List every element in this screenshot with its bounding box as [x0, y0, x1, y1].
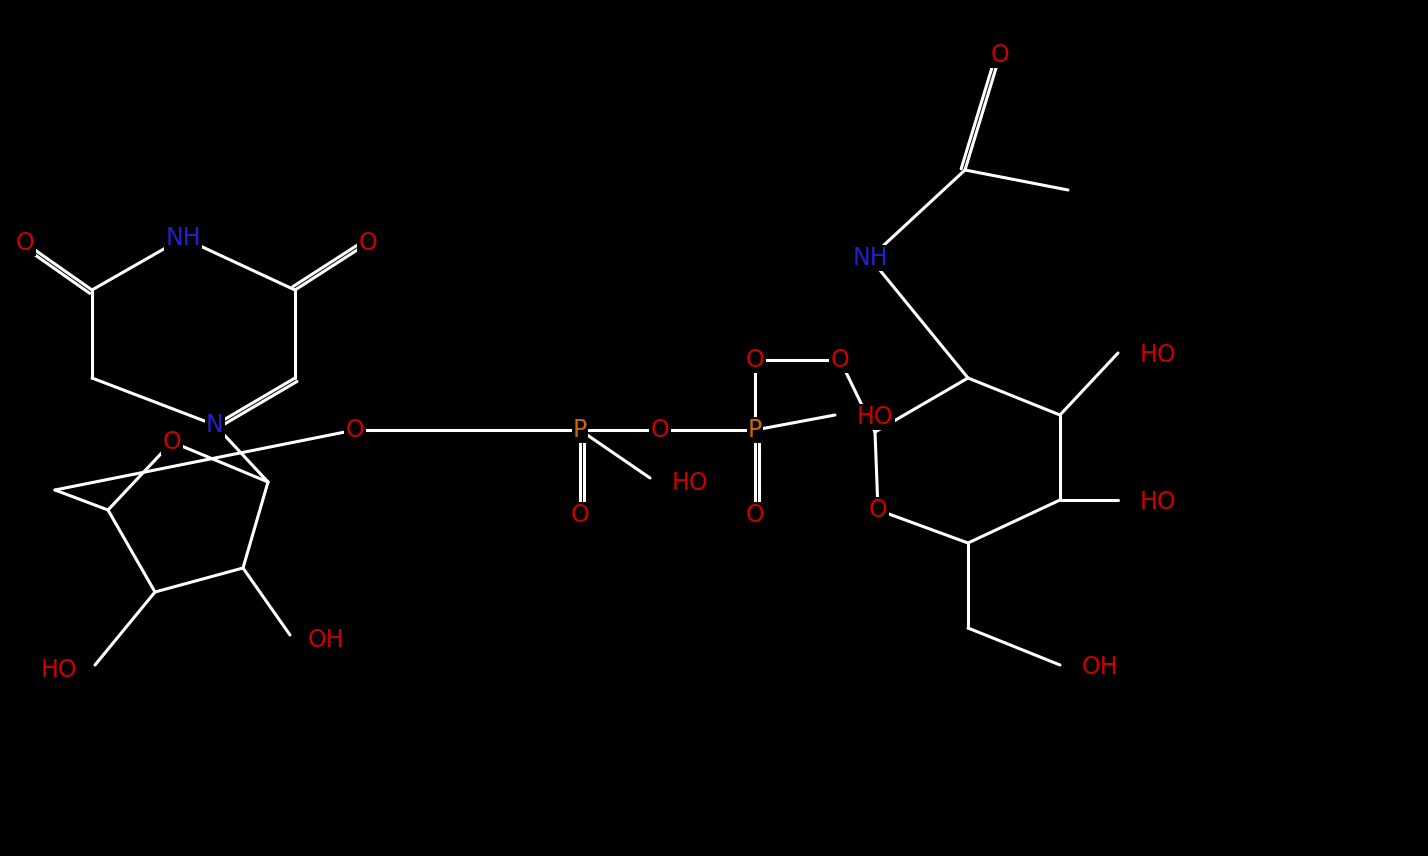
Text: O: O	[571, 503, 590, 527]
Text: NH: NH	[166, 226, 201, 250]
Text: HO: HO	[40, 658, 77, 682]
Text: HO: HO	[857, 405, 894, 429]
Text: O: O	[745, 503, 764, 527]
Text: OH: OH	[1082, 655, 1118, 679]
Text: P: P	[573, 418, 587, 442]
Text: O: O	[346, 418, 364, 442]
Text: O: O	[651, 418, 670, 442]
Text: HO: HO	[1140, 490, 1177, 514]
Text: HO: HO	[673, 471, 708, 495]
Text: OH: OH	[308, 628, 344, 652]
Text: HO: HO	[1140, 343, 1177, 367]
Text: O: O	[831, 348, 850, 372]
Text: P: P	[748, 418, 763, 442]
Text: O: O	[163, 430, 181, 454]
Text: O: O	[868, 498, 887, 522]
Text: O: O	[991, 43, 1010, 67]
Text: O: O	[745, 348, 764, 372]
Text: O: O	[358, 231, 377, 255]
Text: O: O	[16, 231, 34, 255]
Text: N: N	[206, 413, 224, 437]
Text: NH: NH	[853, 246, 888, 270]
